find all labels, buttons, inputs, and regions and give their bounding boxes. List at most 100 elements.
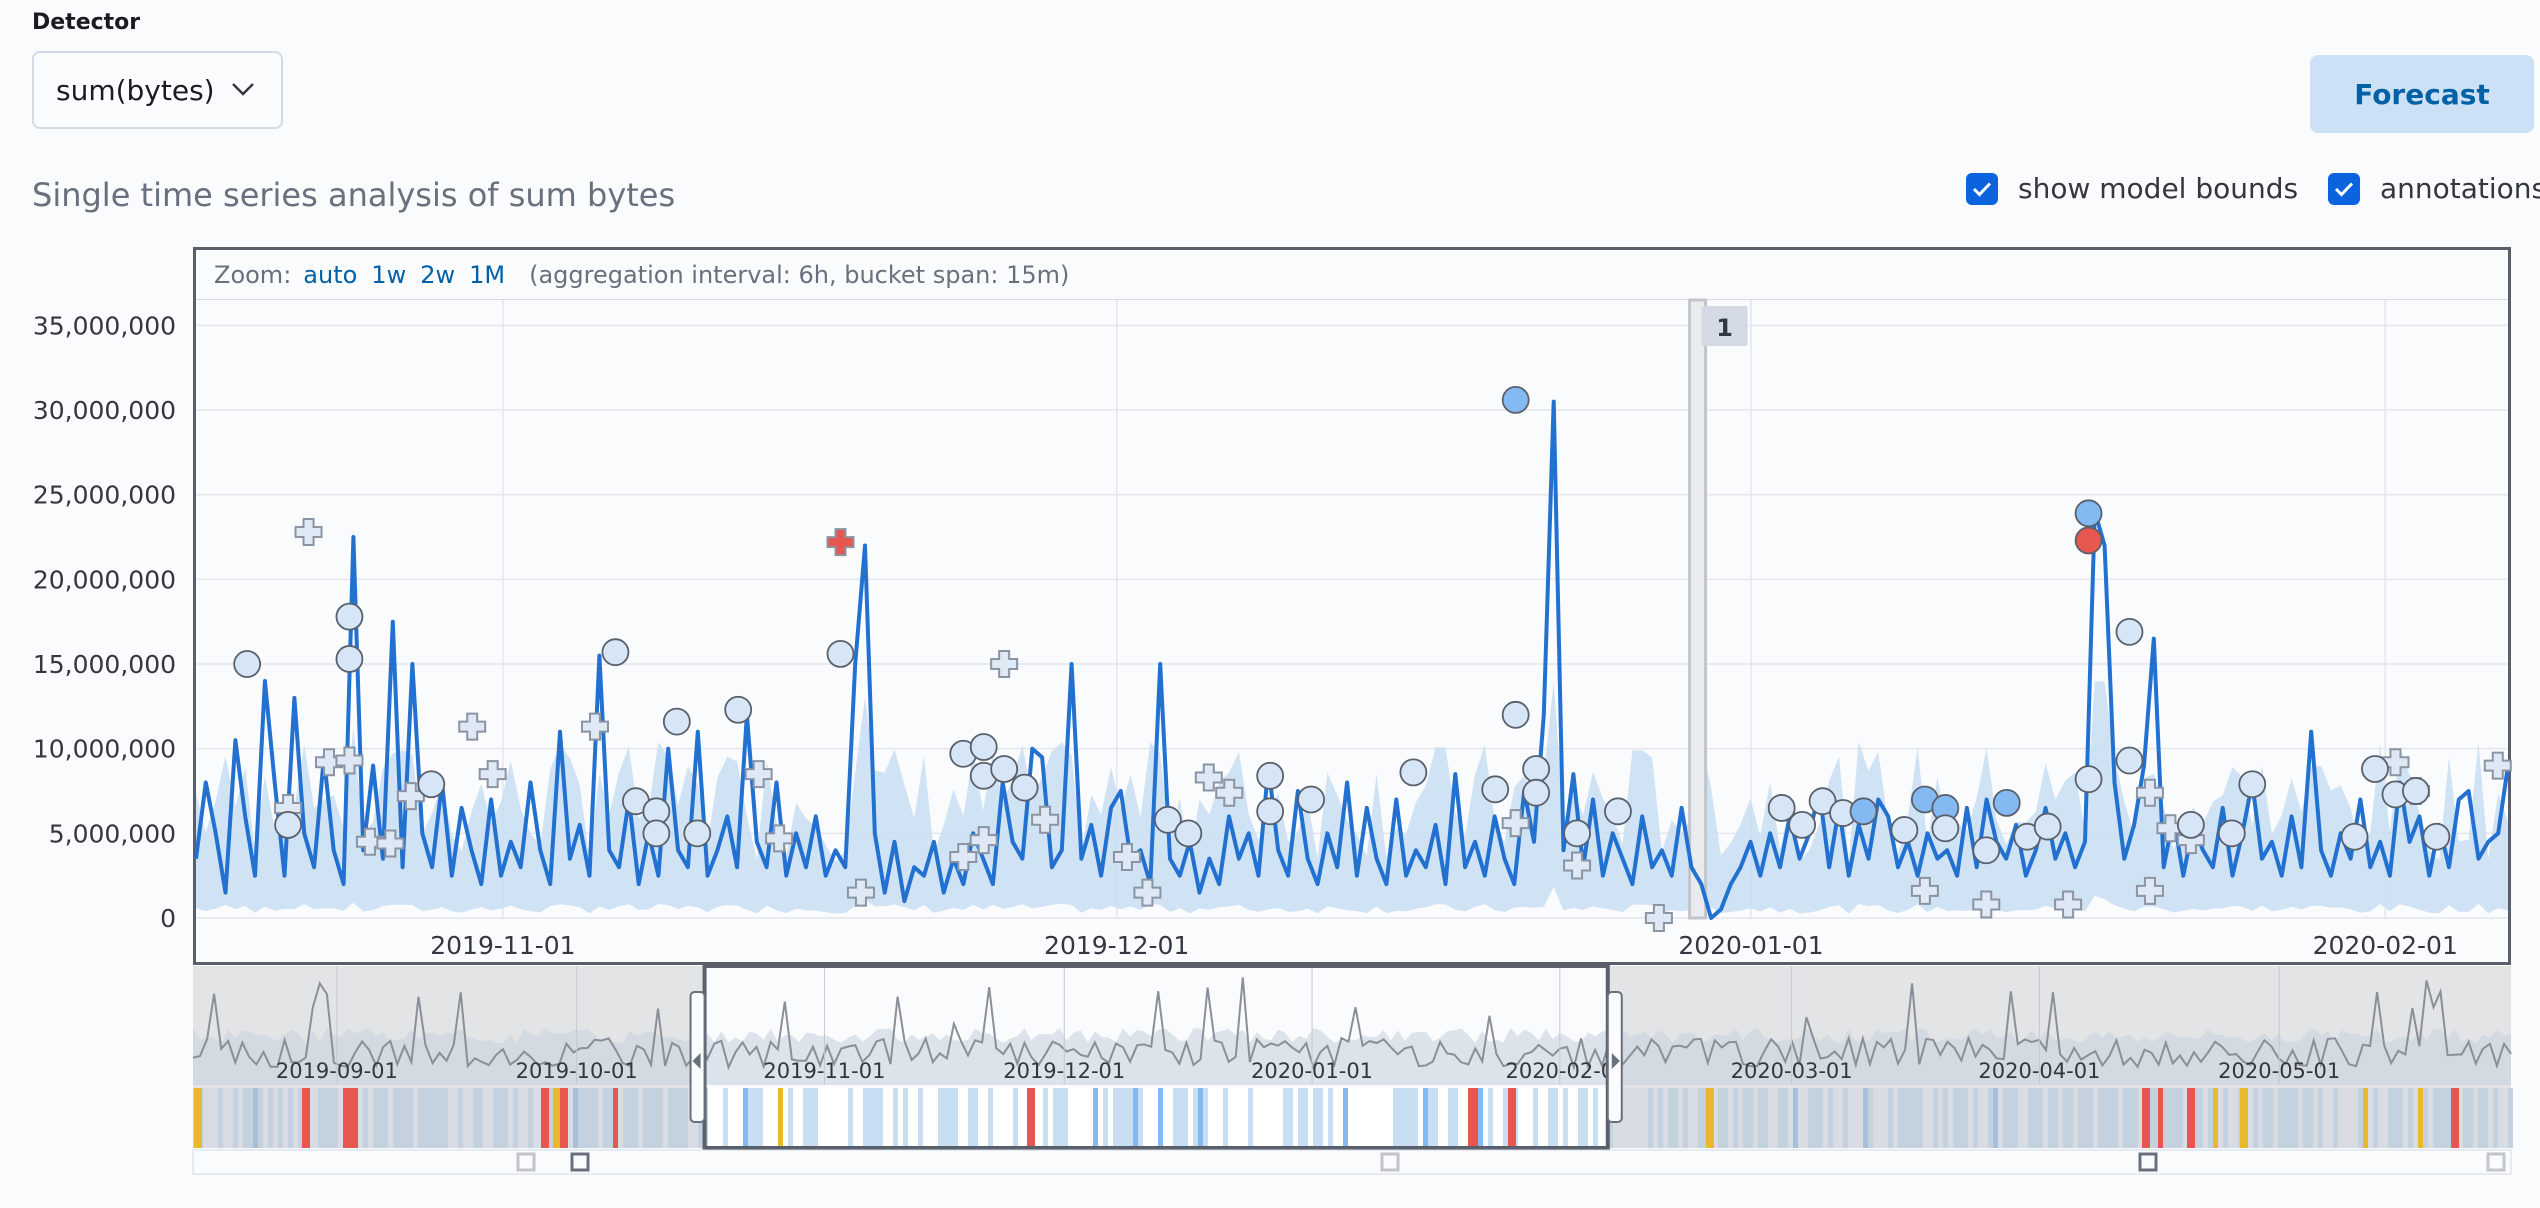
forecast-marker[interactable] [2381, 748, 2410, 777]
anomaly-marker-minor[interactable] [1931, 814, 1960, 843]
anomaly-marker-minor[interactable] [2176, 810, 2205, 839]
forecast-marker[interactable] [765, 824, 794, 853]
anomaly-marker-minor[interactable] [826, 639, 855, 668]
anomaly-marker-minor[interactable] [2074, 765, 2103, 794]
forecast-marker[interactable] [1644, 904, 1673, 932]
anomaly-marker-minor[interactable] [2217, 819, 2246, 848]
forecast-marker[interactable] [990, 650, 1019, 679]
swimlane-cell [2388, 1088, 2393, 1148]
forecast-marker[interactable] [846, 878, 875, 907]
annotations-checkbox[interactable]: annotations [2328, 172, 2540, 205]
anomaly-marker-minor[interactable] [683, 819, 712, 848]
anomaly-marker-minor[interactable] [2115, 617, 2144, 646]
forecast-marker[interactable] [2156, 814, 2185, 843]
anomaly-marker-minor[interactable] [1010, 773, 1039, 802]
anomaly-marker-minor[interactable] [1256, 761, 1285, 790]
forecast-marker[interactable] [1501, 809, 1530, 838]
anomaly-marker-minor[interactable] [642, 819, 671, 848]
forecast-marker[interactable] [1133, 878, 1162, 907]
forecast-marker[interactable] [1563, 851, 1592, 880]
anomaly-marker-minor[interactable] [1788, 810, 1817, 839]
annotation-timeline-marker[interactable] [2486, 1152, 2506, 1172]
anomaly-marker-minor[interactable] [724, 695, 753, 724]
forecast-marker[interactable] [2135, 778, 2164, 807]
anomaly-marker-minor[interactable] [274, 810, 302, 839]
zoom-2w-link[interactable]: 2w [420, 260, 456, 289]
forecast-marker[interactable] [1972, 890, 2001, 919]
detector-select[interactable]: sum(bytes) [32, 51, 283, 129]
anomaly-marker-major[interactable] [1992, 788, 2021, 817]
anomaly-marker-minor[interactable] [1563, 819, 1591, 848]
annotation-marker[interactable] [1701, 306, 1748, 346]
context-chart[interactable]: 2019-09-01 2019-10-01 2019-11-01 2019-12-01… [192, 964, 2513, 1175]
anomaly-marker-minor[interactable] [1890, 816, 1919, 844]
anomaly-marker-minor[interactable] [1481, 775, 1510, 804]
anomaly-marker-major[interactable] [2074, 499, 2103, 528]
anomaly-marker-minor[interactable] [1399, 758, 1428, 787]
anomaly-marker-minor[interactable] [969, 733, 998, 761]
anomaly-marker-minor[interactable] [1501, 700, 1530, 729]
anomaly-marker-minor[interactable] [2402, 777, 2430, 805]
forecast-marker[interactable] [396, 782, 425, 811]
forecast-marker[interactable] [969, 826, 998, 855]
anomaly-marker-minor[interactable] [1174, 819, 1203, 848]
zoom-1w-link[interactable]: 1w [371, 260, 407, 289]
forecast-marker[interactable] [949, 843, 978, 872]
forecast-marker[interactable] [335, 746, 364, 775]
anomaly-marker-minor[interactable] [601, 638, 630, 667]
forecast-marker[interactable] [1194, 763, 1223, 792]
forecast-marker[interactable] [1910, 876, 1939, 905]
anomaly-marker-major[interactable] [1501, 385, 1530, 414]
forecast-marker[interactable] [458, 712, 487, 741]
anomaly-marker-minor[interactable] [335, 602, 364, 631]
anomaly-marker-critical[interactable] [2074, 526, 2103, 555]
anomaly-marker-minor[interactable] [2340, 822, 2369, 851]
forecast-marker[interactable] [478, 760, 507, 789]
swimlane-cell [1738, 1088, 1743, 1148]
forecast-marker[interactable] [376, 829, 405, 858]
anomaly-marker-minor[interactable] [2033, 812, 2062, 841]
forecast-marker[interactable] [1031, 805, 1060, 834]
anomaly-marker-minor[interactable] [1972, 836, 2001, 865]
zoom-1m-link[interactable]: 1M [469, 260, 506, 289]
anomaly-marker-minor[interactable] [1604, 797, 1632, 826]
anomaly-marker-minor[interactable] [2422, 822, 2451, 851]
anomaly-marker-minor[interactable] [1256, 797, 1285, 826]
anomaly-marker-minor[interactable] [1522, 778, 1551, 807]
forecast-marker[interactable] [2135, 876, 2164, 905]
forecast-marker[interactable] [2054, 890, 2083, 919]
annotation-band[interactable] [1688, 298, 1708, 920]
anomaly-marker-minor[interactable] [233, 650, 262, 678]
anomaly-marker-minor[interactable] [1522, 755, 1551, 783]
forecast-marker[interactable] [294, 517, 323, 546]
forecast-marker[interactable] [1215, 778, 1244, 807]
annotation-timeline-marker[interactable] [1380, 1152, 1400, 1172]
anomaly-marker-minor[interactable] [990, 755, 1019, 783]
anomaly-marker-minor[interactable] [1297, 785, 1325, 814]
annotation-timeline-marker[interactable] [2138, 1152, 2158, 1172]
forecast-marker[interactable] [355, 827, 384, 856]
anomaly-marker-minor[interactable] [417, 770, 446, 799]
anomaly-marker-minor[interactable] [1153, 805, 1182, 834]
forecast-button[interactable]: Forecast [2310, 55, 2534, 133]
anomaly-marker-minor[interactable] [1767, 794, 1796, 822]
forecast-marker[interactable] [1112, 843, 1141, 872]
anomaly-marker-minor[interactable] [1808, 787, 1837, 816]
anomaly-marker-minor[interactable] [662, 707, 691, 736]
swimlane-cell [1518, 1088, 1523, 1148]
anomaly-marker-critical[interactable] [826, 528, 855, 557]
anomaly-marker-minor[interactable] [2238, 770, 2267, 799]
zoom-auto-link[interactable]: auto [303, 260, 358, 289]
annotation-timeline-marker[interactable] [516, 1152, 536, 1172]
anomaly-marker-minor[interactable] [2361, 755, 2389, 783]
anomaly-marker-major[interactable] [1849, 797, 1878, 826]
forecast-marker[interactable] [314, 748, 343, 777]
anomaly-marker-minor[interactable] [2115, 746, 2144, 775]
forecast-marker[interactable] [2483, 751, 2512, 780]
forecast-marker[interactable] [744, 760, 773, 789]
show-model-bounds-checkbox[interactable]: show model bounds [1966, 172, 2298, 205]
annotation-timeline-marker[interactable] [570, 1152, 590, 1172]
forecast-marker[interactable] [580, 712, 609, 741]
anomaly-marker-minor[interactable] [335, 645, 364, 673]
